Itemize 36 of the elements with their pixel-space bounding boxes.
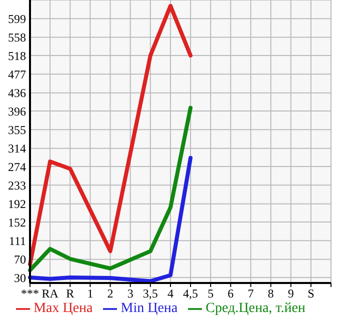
x-tick-label: 5 bbox=[208, 286, 214, 301]
x-tick-label: RA bbox=[42, 286, 59, 301]
y-tick-label: 355 bbox=[8, 122, 26, 137]
y-tick-label: 274 bbox=[8, 160, 26, 174]
legend-label: Max Цена bbox=[34, 301, 93, 316]
x-tick-label: R bbox=[66, 286, 74, 301]
y-tick-label: 477 bbox=[8, 67, 26, 82]
legend-label: Min Цена bbox=[120, 301, 178, 316]
y-tick-label: 314 bbox=[8, 142, 26, 156]
y-tick-label: 70 bbox=[14, 252, 26, 267]
x-tick-label: 6 bbox=[228, 286, 234, 301]
y-tick-label: 599 bbox=[8, 12, 26, 26]
x-tick-label: 7 bbox=[248, 286, 254, 301]
y-tick-label: 233 bbox=[8, 178, 26, 192]
x-tick-label: 8 bbox=[268, 286, 274, 301]
x-tick-label: 3,5 bbox=[142, 286, 158, 301]
line-series bbox=[28, 156, 193, 283]
x-tick-label: 2 bbox=[107, 286, 114, 301]
line-series bbox=[28, 4, 193, 266]
y-tick-label: 518 bbox=[8, 48, 26, 63]
x-tick-label: 3 bbox=[127, 286, 134, 301]
x-tick-label: S bbox=[308, 286, 314, 301]
y-tick-label: 436 bbox=[8, 86, 26, 100]
x-tick-label: 4 bbox=[167, 286, 174, 301]
y-tick-label: 396 bbox=[8, 104, 26, 118]
y-tick-label: 111 bbox=[8, 234, 26, 248]
y-tick-label: 30 bbox=[14, 270, 26, 285]
legend-label: Сред.Цена, т.йен bbox=[206, 301, 306, 316]
x-tick-label: *** bbox=[21, 286, 39, 301]
y-tick-label: 152 bbox=[8, 215, 26, 230]
x-tick-label: 1 bbox=[87, 286, 94, 301]
line-series bbox=[28, 106, 193, 272]
y-tick-label: 558 bbox=[8, 30, 26, 45]
x-tick-label: 9 bbox=[288, 286, 294, 301]
x-tick-label: 4,5 bbox=[183, 286, 198, 301]
y-tick-label: 192 bbox=[8, 197, 26, 212]
